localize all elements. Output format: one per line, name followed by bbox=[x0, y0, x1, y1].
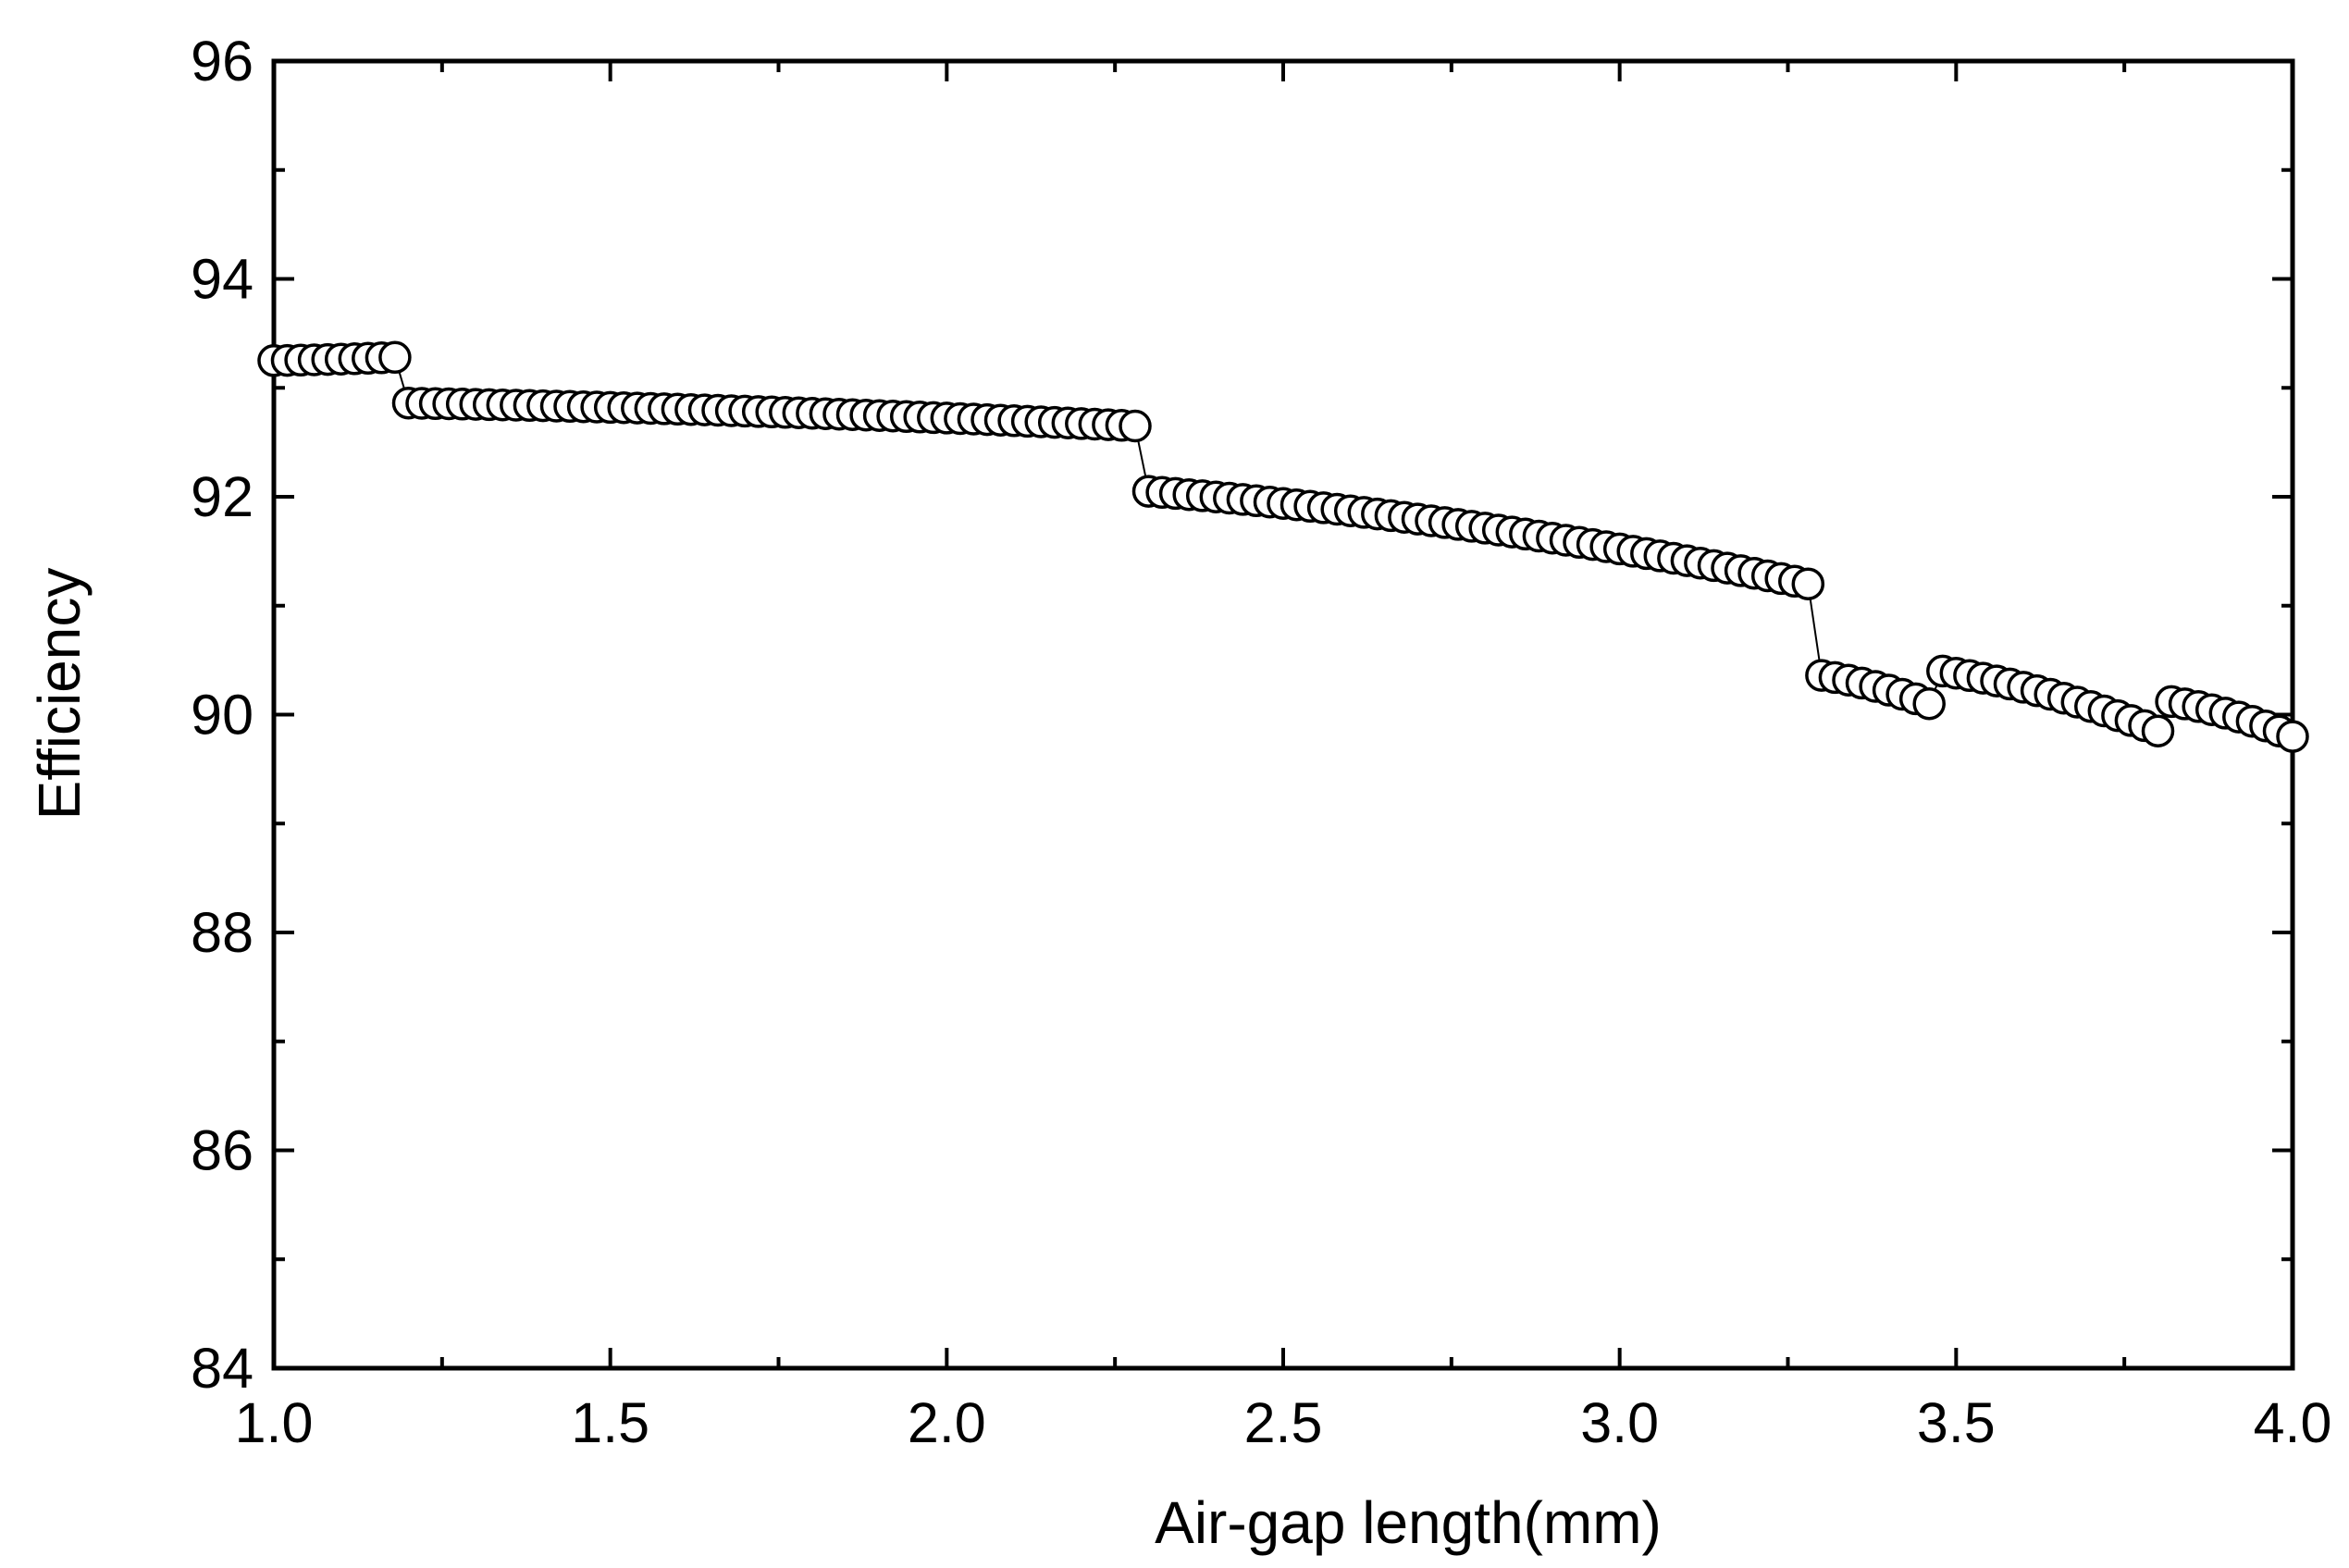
y-tick-label: 92 bbox=[191, 465, 253, 528]
x-tick-label: 4.0 bbox=[2254, 1391, 2332, 1454]
y-tick-label: 96 bbox=[191, 30, 253, 93]
x-axis-title: Air-gap length(mm) bbox=[1155, 1489, 1662, 1556]
x-tick-label: 3.0 bbox=[1580, 1391, 1659, 1454]
y-axis: 84 86 88 90 92 94 96 bbox=[191, 30, 2293, 1400]
data-point bbox=[2141, 714, 2175, 747]
y-axis-title: Efficiency bbox=[26, 568, 93, 821]
data-point bbox=[1119, 409, 1152, 443]
x-tick-label: 3.5 bbox=[1917, 1391, 1996, 1454]
x-tick-label: 2.5 bbox=[1244, 1391, 1323, 1454]
x-tick-label: 1.5 bbox=[571, 1391, 649, 1454]
y-tick-label: 86 bbox=[191, 1119, 253, 1182]
y-tick-label: 90 bbox=[191, 684, 253, 747]
series-points bbox=[257, 340, 2309, 753]
x-axis: 1.0 1.5 2.0 2.5 3.0 3.5 4.0 bbox=[235, 61, 2332, 1454]
data-point bbox=[1791, 567, 1825, 600]
y-tick-label: 94 bbox=[191, 248, 253, 311]
x-tick-label: 1.0 bbox=[235, 1391, 314, 1454]
data-point bbox=[1912, 686, 1946, 721]
y-tick-label: 84 bbox=[191, 1337, 253, 1400]
y-tick-label: 88 bbox=[191, 901, 253, 964]
x-tick-label: 2.0 bbox=[908, 1391, 986, 1454]
data-point bbox=[2276, 720, 2309, 753]
data-point bbox=[378, 340, 412, 375]
